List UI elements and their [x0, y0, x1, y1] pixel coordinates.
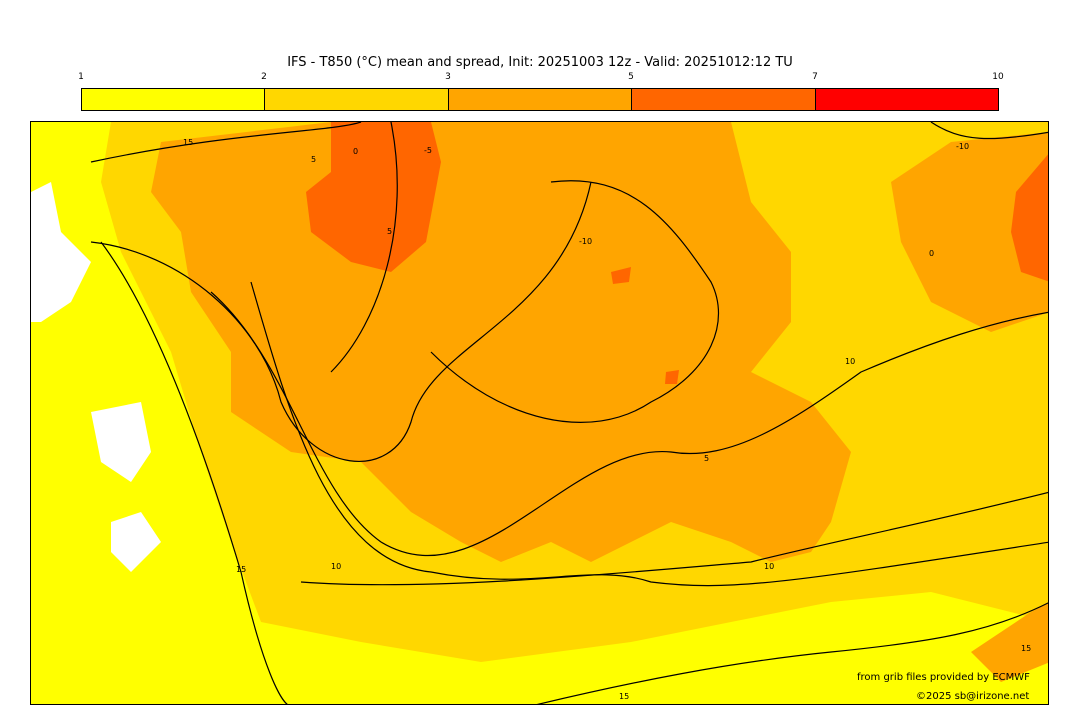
- contour-label: -5: [424, 146, 432, 155]
- contour-label: 10: [764, 562, 774, 571]
- contour-label: -10: [579, 237, 592, 246]
- isotherm-line: [930, 122, 1048, 140]
- contour-label: 5: [704, 454, 709, 463]
- contour-label: 15: [619, 692, 629, 701]
- contour-label: -10: [956, 142, 969, 151]
- isotherm-line: [250, 281, 1048, 587]
- colorbar-segment: [265, 89, 449, 110]
- contour-label: 10: [845, 357, 855, 366]
- isotherm-line: [90, 122, 362, 163]
- colorbar-segment: [815, 89, 999, 110]
- colorbar-segment: [448, 89, 633, 110]
- contour-label: 10: [331, 562, 341, 571]
- contour-label: 15: [183, 138, 193, 147]
- isotherm-line: [300, 491, 1048, 586]
- colorbar-tick: 1: [78, 72, 84, 82]
- white-missing-region: [31, 182, 161, 572]
- map-svg: 15 15 10 5 0 -10 -10 -5 5 0 5 10 15 15 1…: [31, 122, 1048, 704]
- contour-label: 0: [353, 147, 358, 156]
- contour-label: 15: [1021, 644, 1031, 653]
- contour-labels: 15 15 10 5 0 -10 -10 -5 5 0 5 10 15 15 1…: [183, 138, 1031, 701]
- contour-label: 5: [311, 155, 316, 164]
- isotherm-line: [330, 122, 398, 373]
- isotherm-line: [430, 180, 720, 423]
- map-area: 15 15 10 5 0 -10 -10 -5 5 0 5 10 15 15 1…: [30, 121, 1049, 705]
- colorbar-tick: 3: [445, 72, 451, 82]
- spread-2-3-region: [971, 603, 1048, 682]
- isotherm-contours: [90, 122, 1048, 704]
- contour-label: 15: [236, 565, 246, 574]
- spread-low-region: [31, 122, 1048, 704]
- isotherm-line: [100, 241, 288, 704]
- spread-2-3-region: [891, 132, 1048, 332]
- spread-3-5-region: [306, 122, 441, 272]
- data-source-credit: from grib files provided by ECMWF: [857, 672, 1030, 683]
- isotherm-line: [210, 291, 1048, 556]
- contour-label: 0: [929, 249, 934, 258]
- colorbar-tick: 7: [812, 72, 818, 82]
- spread-3-5-region: [1011, 154, 1048, 282]
- colorbar-tick: 2: [261, 72, 267, 82]
- colorbar-segment: [82, 89, 266, 110]
- spread-3-5-region: [611, 267, 679, 384]
- colorbar: [81, 88, 999, 111]
- contour-label: 5: [387, 227, 392, 236]
- isotherm-line: [536, 602, 1048, 704]
- copyright-credit: ©2025 sb@irizone.net: [916, 691, 1030, 702]
- colorbar-segment: [632, 89, 816, 110]
- colorbar-tick: 10: [992, 72, 1004, 82]
- map-title: IFS - T850 (°C) mean and spread, Init: 2…: [287, 55, 793, 70]
- isotherm-line: [90, 181, 592, 462]
- colorbar-tick: 5: [628, 72, 634, 82]
